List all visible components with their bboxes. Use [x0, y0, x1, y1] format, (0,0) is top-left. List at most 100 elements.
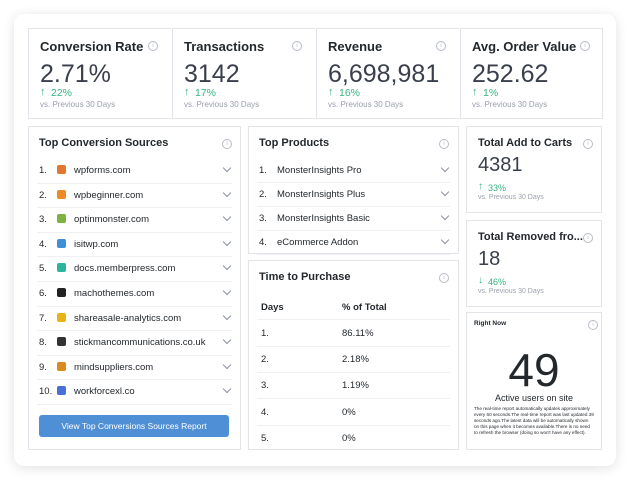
stat-value: 2.71%: [40, 60, 111, 88]
time-to-purchase: Time to Purchase i Days % of Total 1. 86.11% 2…: [248, 260, 459, 450]
product-name: eCommerce Addon: [277, 237, 359, 248]
stat-change: 1%: [483, 87, 499, 99]
realtime-note: The real-time report automatically updat…: [474, 406, 594, 435]
source-row[interactable]: 1. wpforms.com: [37, 158, 232, 184]
table-cell: 2.: [261, 354, 269, 366]
stat-comparison: vs. Previous 30 Days: [472, 100, 548, 109]
panel-title: Right Now: [474, 320, 507, 327]
source-site: shareasale-analytics.com: [74, 312, 182, 324]
header-cell: Days: [261, 302, 284, 313]
source-rank: 10.: [39, 386, 53, 398]
source-row[interactable]: 7. shareasale-analytics.com: [37, 306, 232, 332]
source-list: 1. wpforms.com 2. wpbeginner.com 3. optinmons…: [29, 158, 240, 406]
stat-change: 17%: [195, 87, 217, 99]
site-icon: [57, 337, 66, 347]
expand-chevron: [440, 211, 450, 221]
panel-title: Top Products: [259, 137, 330, 149]
stat-comparison: vs. Previous 30 Days: [328, 100, 404, 109]
source-row[interactable]: 8. stickmancommunications.co.uk: [37, 330, 232, 356]
site-icon: [57, 361, 66, 371]
info-icon[interactable]: i: [583, 233, 593, 243]
expand-chevron: [222, 212, 232, 222]
report-button[interactable]: View Top Conversions Sources Report: [39, 415, 229, 437]
source-row[interactable]: 10. workforcexl.co: [37, 379, 232, 405]
expand-chevron: [440, 187, 450, 197]
site-icon: [57, 238, 66, 248]
site-icon: [57, 386, 66, 396]
source-rank: 2.: [39, 189, 47, 201]
site-icon: [57, 189, 66, 199]
table-cell: 1.19%: [342, 380, 369, 392]
stat-comparison: vs. Previous 30 Days: [184, 100, 260, 109]
source-rank: 7.: [39, 312, 47, 324]
source-rank: 4.: [39, 238, 47, 250]
expand-chevron: [222, 311, 232, 320]
stat-change: 16%: [339, 87, 361, 99]
stat-title: Transactions: [184, 39, 265, 54]
trend-arrow: ↑: [184, 86, 190, 98]
trend-arrow: ↑: [40, 86, 46, 98]
active-users-label: Active users on site: [494, 393, 574, 403]
expand-chevron: [222, 360, 232, 370]
stat-change: 46%: [488, 277, 507, 287]
product-rank: 1.: [259, 165, 267, 176]
source-site: mindsuppliers.com: [74, 361, 154, 373]
source-site: isitwp.com: [74, 238, 119, 250]
stat-title: Conversion Rate: [40, 39, 144, 54]
info-icon[interactable]: i: [439, 139, 449, 149]
info-icon[interactable]: i: [148, 41, 158, 51]
product-rank: 4.: [259, 237, 267, 248]
product-name: MonsterInsights Basic: [277, 213, 370, 224]
trend-arrow: ↑: [478, 181, 483, 192]
info-icon[interactable]: i: [222, 139, 232, 149]
source-site: optinmonster.com: [74, 214, 149, 226]
source-row[interactable]: 4. isitwp.com: [37, 232, 232, 258]
panel-title: Top Conversion Sources: [39, 137, 169, 149]
expand-chevron: [222, 385, 232, 394]
source-row[interactable]: 2. wpbeginner.com: [37, 183, 232, 209]
stat-title: Total Add to Carts: [478, 137, 573, 149]
top-conversion-sources: Top Conversion Sources i 1. wpforms.com 2. wp…: [28, 126, 241, 450]
stat-card: Conversion Rate i 2.71% ↑ 22% vs. Previous 30…: [28, 28, 171, 119]
source-row[interactable]: 9. mindsuppliers.com: [37, 355, 232, 381]
site-icon: [57, 165, 66, 174]
expand-chevron: [440, 163, 450, 173]
table-cell: 4.: [261, 406, 269, 418]
source-site: wpforms.com: [74, 165, 131, 176]
table-cell: 3.: [261, 380, 269, 392]
source-row[interactable]: 6. machothemes.com: [37, 281, 232, 307]
source-site: stickmancommunications.co.uk: [74, 337, 206, 349]
table-cell: 0%: [342, 406, 356, 418]
table-header: Days % of Total: [257, 297, 450, 320]
source-row[interactable]: 3. optinmonster.com: [37, 207, 232, 233]
product-row[interactable]: 1. MonsterInsights Pro: [257, 158, 450, 183]
side-stat-card: Total Removed fro... i 18 ↓ 46% vs. Previous …: [466, 220, 602, 307]
product-name: MonsterInsights Pro: [277, 165, 362, 176]
source-rank: 1.: [39, 165, 47, 176]
stat-change: 22%: [51, 87, 73, 99]
table-cell: 86.11%: [342, 328, 374, 339]
product-row[interactable]: 4. eCommerce Addon: [257, 230, 450, 255]
source-row[interactable]: 5. docs.memberpress.com: [37, 256, 232, 282]
table-row: 5. 0%: [257, 425, 450, 451]
stat-value: 4381: [478, 154, 523, 176]
info-icon[interactable]: i: [292, 41, 302, 51]
info-icon[interactable]: i: [588, 320, 598, 330]
site-icon: [57, 263, 66, 273]
active-users-count: 49: [508, 344, 560, 396]
info-icon[interactable]: i: [583, 139, 593, 149]
product-row[interactable]: 2. MonsterInsights Plus: [257, 182, 450, 207]
info-icon[interactable]: i: [580, 41, 590, 51]
source-rank: 9.: [39, 361, 47, 373]
site-icon: [57, 214, 66, 224]
product-row[interactable]: 3. MonsterInsights Basic: [257, 206, 450, 231]
expand-chevron: [222, 188, 232, 197]
table-row: 2. 2.18%: [257, 346, 450, 374]
info-icon[interactable]: i: [439, 273, 449, 283]
site-icon: [57, 288, 66, 297]
table-row: 3. 1.19%: [257, 372, 450, 400]
info-icon[interactable]: i: [436, 41, 446, 51]
stat-value: 3142: [184, 60, 240, 88]
stat-title: Revenue: [328, 39, 383, 54]
top-products: Top Products i 1. MonsterInsights Pro 2. Mons…: [248, 126, 459, 255]
